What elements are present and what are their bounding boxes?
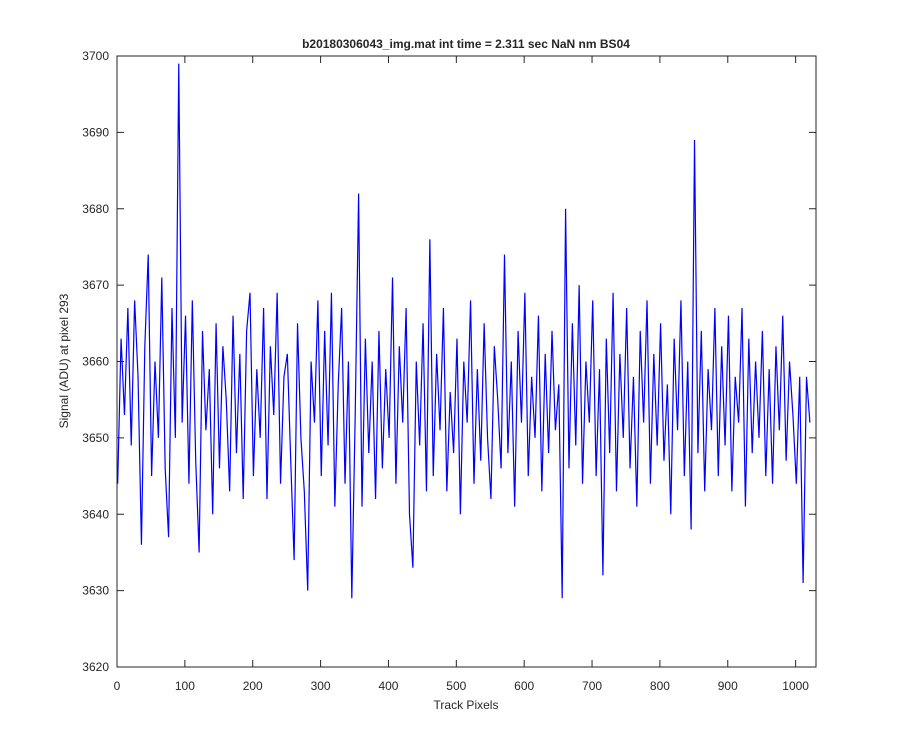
x-tick-label: 500: [446, 679, 466, 693]
x-tick-label: 800: [650, 679, 670, 693]
x-tick-label: 1000: [782, 679, 809, 693]
y-tick-label: 3680: [82, 202, 109, 216]
x-tick-label: 600: [514, 679, 534, 693]
axes-box: [116, 55, 817, 668]
y-tick-label: 3670: [82, 278, 109, 292]
x-tick-label: 900: [718, 679, 738, 693]
x-tick-label: 300: [311, 679, 331, 693]
y-tick-label: 3620: [82, 660, 109, 674]
y-axis-label: Signal (ADU) at pixel 293: [57, 293, 71, 428]
data-line: [117, 63, 811, 599]
x-tick-label: 200: [243, 679, 263, 693]
y-tick-label: 3640: [82, 507, 109, 521]
y-tick-label: 3700: [82, 49, 109, 63]
x-tick-label: 0: [114, 679, 121, 693]
x-axis-label: Track Pixels: [434, 698, 499, 712]
x-tick-label: 400: [378, 679, 398, 693]
x-tick-label: 100: [175, 679, 195, 693]
y-tick-label: 3650: [82, 431, 109, 445]
chart-title: b20180306043_img.mat int time = 2.311 se…: [302, 37, 630, 51]
y-tick-label: 3690: [82, 125, 109, 139]
x-tick-label: 700: [582, 679, 602, 693]
y-tick-label: 3630: [82, 584, 109, 598]
y-tick-label: 3660: [82, 355, 109, 369]
